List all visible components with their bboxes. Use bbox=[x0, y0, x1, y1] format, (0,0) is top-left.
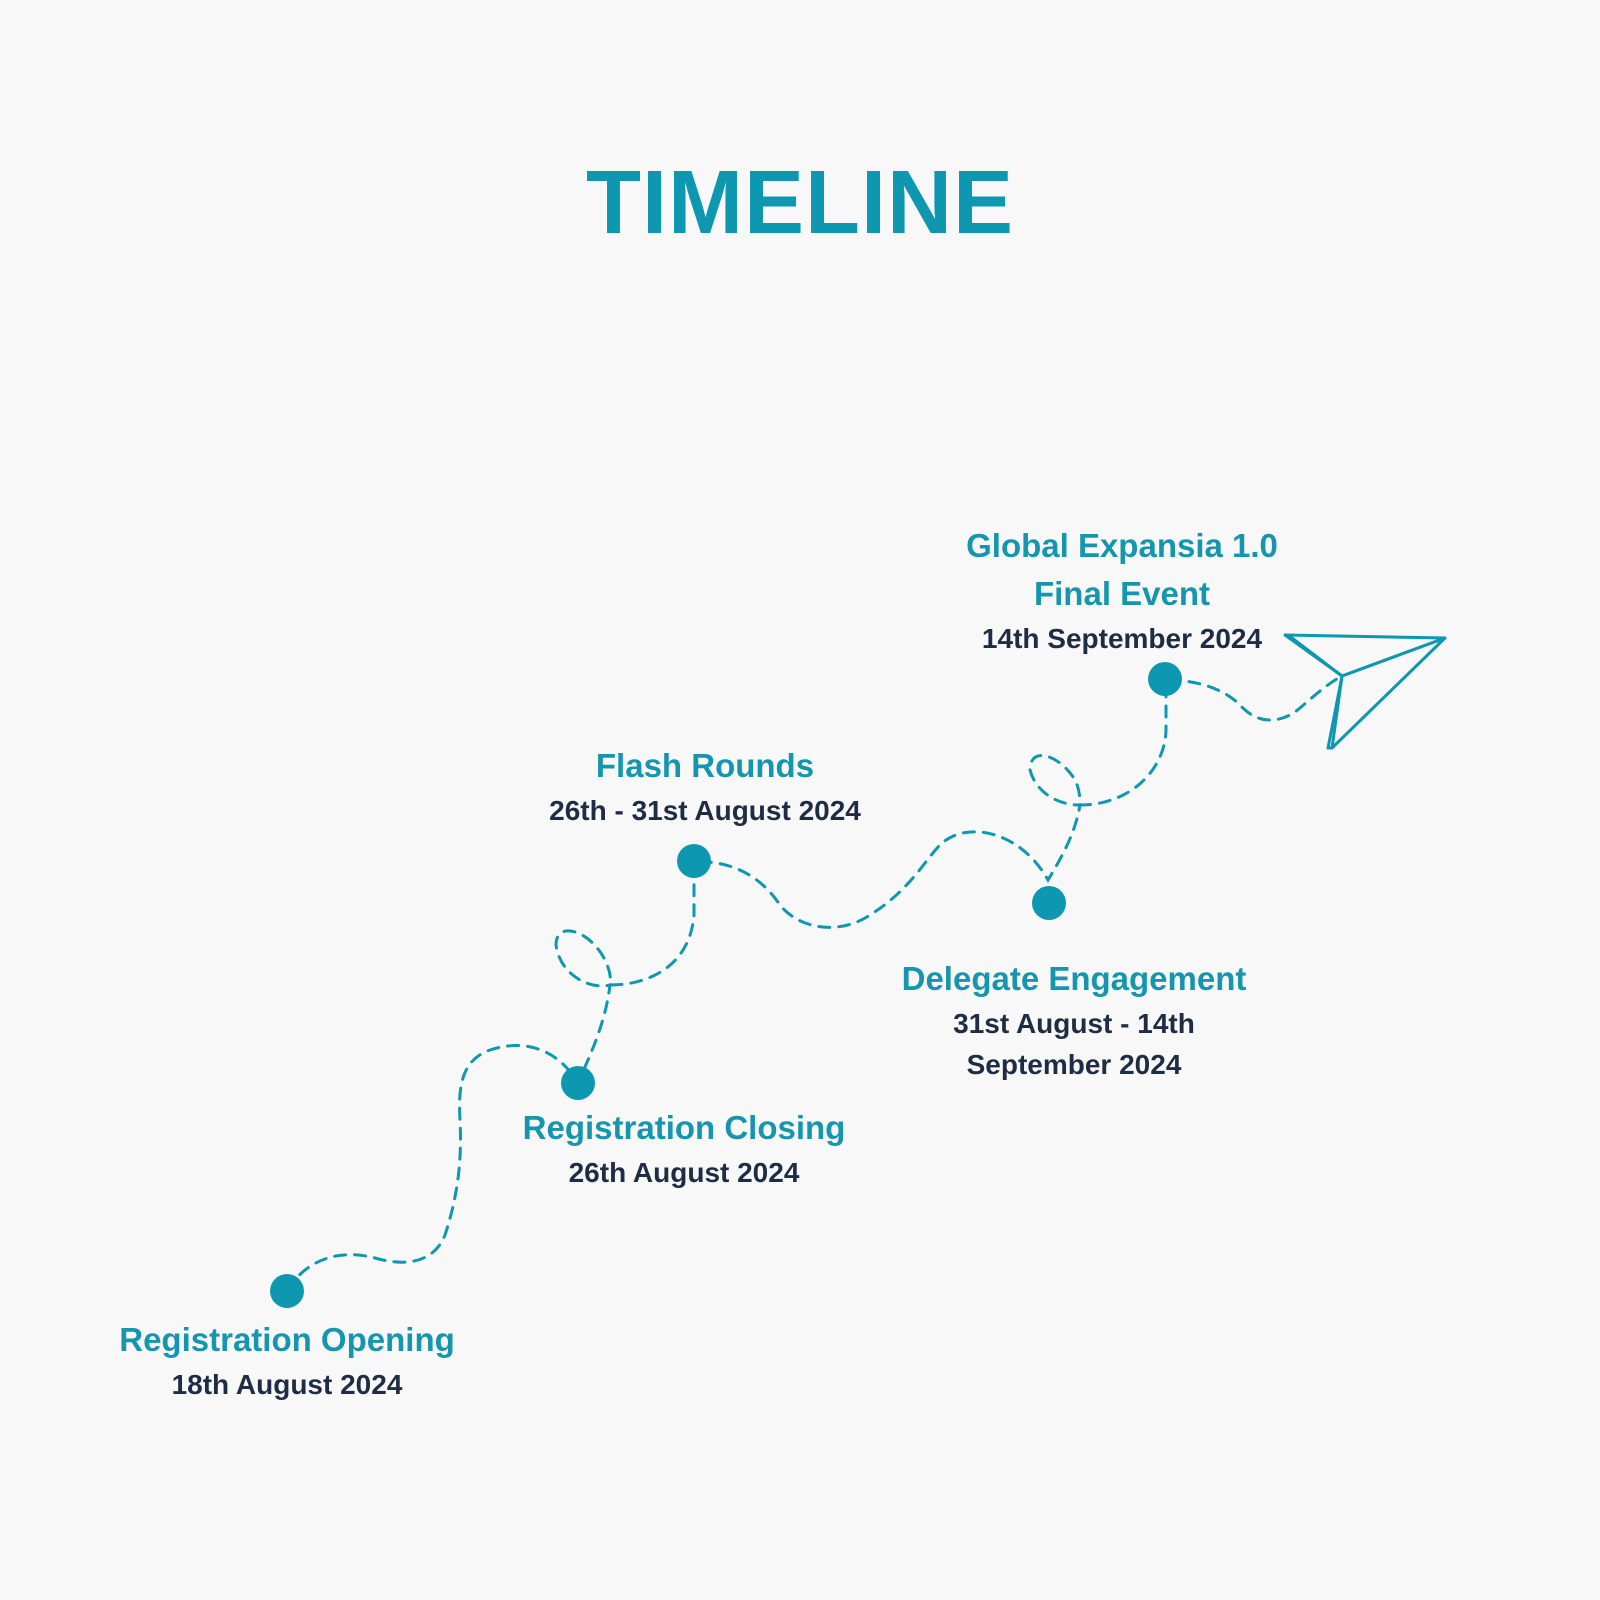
milestone-final-event: Global Expansia 1.0 Final Event 14th Sep… bbox=[966, 522, 1278, 659]
milestone-dot-flash-rounds bbox=[677, 844, 711, 878]
milestone-dot-registration-closing bbox=[561, 1066, 595, 1100]
milestone-dot-final-event bbox=[1148, 662, 1182, 696]
milestone-dot-registration-opening bbox=[270, 1274, 304, 1308]
milestone-delegate-engagement: Delegate Engagement 31st August - 14th S… bbox=[902, 955, 1247, 1085]
milestone-date: September 2024 bbox=[966, 1049, 1182, 1080]
milestone-title: Global Expansia 1.0 bbox=[966, 527, 1278, 564]
milestone-date: 26th - 31st August 2024 bbox=[549, 795, 861, 826]
dashed-route-path bbox=[285, 674, 1344, 1292]
milestone-date: 31st August - 14th bbox=[953, 1008, 1195, 1039]
milestone-date: 26th August 2024 bbox=[568, 1157, 800, 1188]
milestone-date: 18th August 2024 bbox=[171, 1369, 403, 1400]
milestone-title: Delegate Engagement bbox=[901, 960, 1247, 997]
milestone-dot-delegate-engagement bbox=[1032, 886, 1066, 920]
milestone-date: 14th September 2024 bbox=[981, 623, 1263, 654]
milestone-title: Registration Opening bbox=[119, 1321, 455, 1358]
paper-plane-icon bbox=[1283, 633, 1447, 750]
page-title: TIMELINE bbox=[586, 153, 1014, 253]
milestone-registration-closing: Registration Closing 26th August 2024 bbox=[523, 1104, 846, 1193]
milestone-title: Final Event bbox=[1033, 575, 1211, 612]
milestone-title: Flash Rounds bbox=[595, 747, 815, 784]
milestone-flash-rounds: Flash Rounds 26th - 31st August 2024 bbox=[549, 742, 861, 831]
milestone-registration-opening: Registration Opening 18th August 2024 bbox=[119, 1316, 455, 1405]
milestone-title: Registration Closing bbox=[522, 1109, 846, 1146]
